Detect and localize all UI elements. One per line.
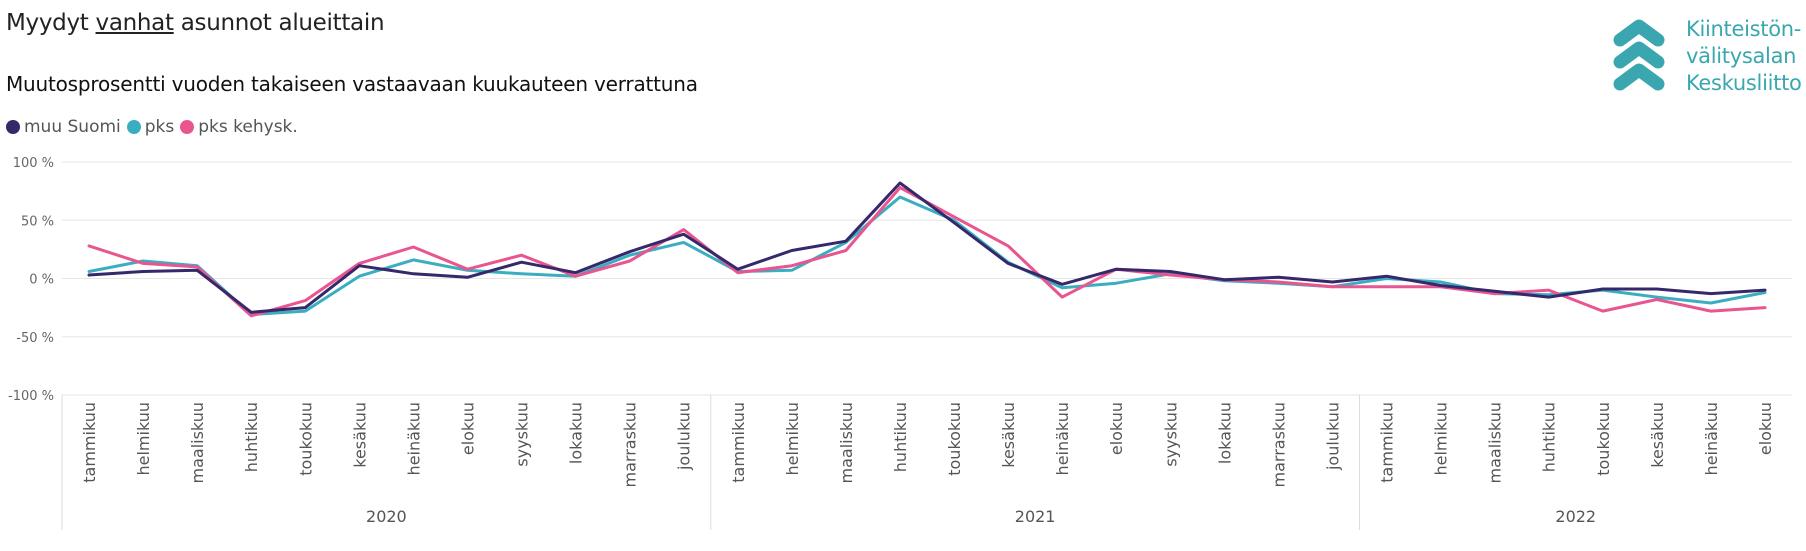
x-tick-label: helmikuu (1432, 402, 1451, 476)
x-tick-label: elokuu (1107, 402, 1126, 455)
x-tick-label: maaliskuu (837, 402, 856, 483)
x-tick-label: marraskuu (621, 402, 640, 487)
title-post: asunnot alueittain (173, 10, 385, 36)
y-tick-label: 50 % (21, 214, 54, 229)
x-tick-label: tammikuu (1378, 402, 1397, 483)
logo-line-1: Kiinteistön- (1686, 17, 1802, 41)
title-pre: Myydyt (6, 10, 96, 36)
x-tick-label: lokakuu (567, 402, 586, 464)
x-tick-label: tammikuu (729, 402, 748, 483)
x-tick-label: elokuu (458, 402, 477, 455)
chart-title: Myydyt vanhat asunnot alueittain (6, 10, 385, 36)
legend-marker-pks-kehysk (180, 120, 195, 134)
x-tick-label: maaliskuu (188, 402, 207, 483)
x-tick-label: kesäkuu (999, 402, 1018, 468)
legend-label-pks: pks (144, 117, 175, 137)
x-tick-label: lokakuu (1215, 402, 1234, 464)
x-tick-label: toukokuu (945, 402, 964, 476)
x-tick-label: maaliskuu (1486, 402, 1505, 483)
series-line-pks-kehysk- (87, 186, 1767, 318)
logo-line-3: Keskusliitto (1686, 71, 1802, 95)
x-tick-label: syyskuu (1161, 402, 1180, 467)
legend-label-pks-kehysk: pks kehysk. (198, 117, 298, 137)
chart-subtitle: Muutosprosentti vuoden takaiseen vastaav… (6, 72, 698, 96)
y-tick-label: 0 % (29, 273, 54, 288)
legend-marker-muu-suomi (6, 120, 20, 134)
year-label: 2021 (1015, 507, 1056, 526)
x-tick-label: heinäkuu (1053, 402, 1072, 475)
legend-item-muu-suomi[interactable]: muu Suomi (6, 117, 121, 137)
x-tick-label: huhtikuu (891, 402, 910, 472)
x-tick-label: heinäkuu (1702, 402, 1721, 475)
title-underlined-word: vanhat (95, 10, 174, 36)
x-tick-label: heinäkuu (404, 402, 423, 475)
x-tick-label: kesäkuu (1648, 402, 1667, 468)
x-tick-label: toukokuu (296, 402, 315, 476)
legend-item-pks[interactable]: pks (126, 117, 175, 137)
x-tick-label: toukokuu (1594, 402, 1613, 476)
y-tick-label: 100 % (13, 156, 54, 171)
x-tick-label: elokuu (1756, 402, 1775, 455)
legend-item-pks-kehysk[interactable]: pks kehysk. (180, 117, 298, 137)
logo-text: Kiinteistön- välitysalan Keskusliitto (1686, 16, 1802, 97)
x-tick-label: joulukuu (675, 402, 694, 471)
kvkl-logo-icon (1613, 19, 1665, 91)
x-tick-label: helmikuu (134, 402, 153, 476)
year-label: 2022 (1555, 507, 1596, 526)
logo-line-2: välitysalan (1686, 44, 1797, 68)
x-tick-label: tammikuu (80, 402, 99, 483)
x-tick-label: huhtikuu (1540, 402, 1559, 472)
y-tick-label: -100 % (8, 389, 54, 404)
y-tick-label: -50 % (16, 331, 54, 346)
x-tick-label: syyskuu (513, 402, 532, 467)
x-tick-label: joulukuu (1323, 402, 1342, 471)
legend-label-muu-suomi: muu Suomi (24, 117, 121, 137)
x-tick-label: marraskuu (1269, 402, 1288, 487)
x-tick-label: kesäkuu (350, 402, 369, 468)
x-tick-label: huhtikuu (242, 402, 261, 472)
series-line-muu-suomi (87, 181, 1767, 314)
legend: muu Suomi pks pks kehysk. (6, 117, 300, 137)
legend-marker-pks (126, 120, 141, 134)
series-line-pks (87, 195, 1767, 317)
x-tick-label: helmikuu (783, 402, 802, 476)
year-label: 2020 (366, 507, 407, 526)
